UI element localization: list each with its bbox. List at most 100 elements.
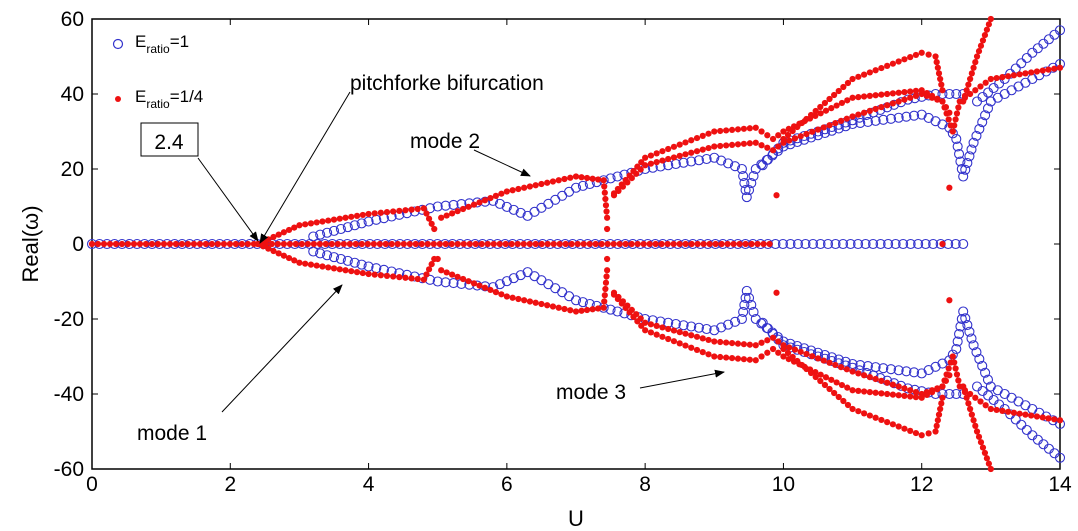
eratio-1-point: [971, 130, 982, 141]
eratio-1-point: [342, 222, 353, 233]
eratio-1-4-point: [705, 336, 712, 344]
eratio-1-4-point: [602, 285, 609, 293]
eratio-1-point: [440, 277, 451, 288]
eratio-1-4-point: [895, 89, 902, 96]
eratio-1-4-point: [912, 394, 920, 401]
eratio-1-point: [1016, 419, 1027, 430]
eratio-1-4-point: [970, 64, 977, 71]
eratio-1-point: [378, 213, 389, 224]
eratio-1-4-point: [740, 341, 748, 348]
eratio-1-4-point: [840, 83, 847, 91]
eratio-1-point: [746, 178, 757, 189]
eratio-1-4-point: [979, 444, 987, 451]
eratio-1-point: [693, 322, 704, 333]
eratio-1-point: [951, 343, 962, 355]
eratio-1-4-point: [604, 267, 611, 274]
eratio-1-4-point: [821, 381, 829, 389]
eratio-1-4-point: [826, 95, 833, 103]
eratio-1-4-point: [328, 240, 335, 248]
eratio-1-4-point: [758, 339, 765, 346]
eratio-1-point: [956, 163, 967, 175]
eratio-1-point: [1027, 430, 1038, 441]
eratio-1-point: [893, 365, 904, 376]
eratio-1-4-point: [688, 137, 695, 144]
eratio-1-4-point: [532, 182, 539, 189]
x-tick-label: 14: [1048, 473, 1072, 496]
eratio-1-4-point: [769, 345, 777, 353]
eratio-1-4-point: [521, 184, 528, 191]
eratio-1-point: [322, 227, 333, 238]
eratio-1-4-point: [860, 410, 868, 417]
eratio-1-4-point: [420, 205, 427, 212]
eratio-1-4-point: [601, 292, 608, 299]
eratio-1-4-point: [670, 327, 678, 334]
eratio-1-4-point: [884, 390, 891, 398]
eratio-1-point: [913, 238, 924, 250]
eratio-1-4-point: [884, 419, 891, 426]
eratio-1-4-point: [449, 271, 456, 278]
eratio-1-4-point: [307, 261, 315, 268]
eratio-1-4-point: [717, 127, 724, 135]
eratio-1-4-point: [634, 318, 641, 325]
eratio-1-4-point: [492, 192, 500, 199]
eratio-1-4-point: [414, 275, 421, 283]
eratio-1-4-point: [760, 240, 767, 248]
eratio-1-4-point: [1005, 73, 1012, 80]
eratio-1-4-point: [270, 233, 277, 241]
eratio-1-4-point: [603, 273, 610, 280]
eratio-1-point: [890, 238, 901, 250]
eratio-1-4-point: [728, 141, 736, 148]
eratio-1-4-point: [711, 338, 718, 345]
eratio-1-point: [736, 313, 747, 325]
eratio-1-point: [740, 185, 751, 196]
eratio-1-point: [951, 133, 962, 145]
eratio-1-point: [962, 157, 973, 169]
eratio-1-4-point: [503, 188, 510, 195]
eratio-1-4-point: [939, 98, 946, 105]
eratio-1-point: [738, 306, 749, 318]
eratio-1-point: [954, 328, 965, 340]
eratio-1-point: [982, 103, 994, 114]
eratio-1-4-point: [628, 240, 635, 248]
x-tick-label: 0: [86, 473, 98, 496]
eratio-1-4-point: [604, 255, 611, 263]
eratio-1-4-point: [895, 58, 902, 65]
eratio-1-point: [958, 306, 969, 317]
eratio-1-4-point: [622, 240, 629, 248]
eratio-1-4-point: [860, 372, 868, 379]
eratio-1-4-point: [766, 240, 773, 248]
eratio-1-4-point: [820, 124, 827, 131]
eratio-1-4-point: [622, 176, 629, 184]
eratio-1-4-point: [953, 110, 961, 117]
eratio-1-4-point: [718, 240, 725, 248]
eratio-1-point: [1032, 43, 1043, 54]
eratio-1-4-point: [274, 240, 281, 248]
eratio-1-4-point: [601, 189, 608, 196]
eratio-1-4-point: [907, 427, 914, 434]
eratio-1-4-point: [601, 183, 608, 190]
eratio-1-4-point: [746, 140, 753, 147]
eratio-1-4-point: [699, 335, 706, 342]
eratio-1-4-point: [901, 425, 908, 432]
eratio-1-4-point: [336, 266, 343, 273]
eratio-1-4-point: [616, 240, 623, 248]
eratio-1-4-point: [184, 240, 192, 248]
eratio-1-4-point: [618, 300, 625, 307]
eratio-1-4-point: [484, 240, 491, 248]
eratio-1-4-point: [420, 276, 427, 283]
eratio-1-4-point: [973, 428, 981, 435]
eratio-1-4-point: [424, 240, 431, 248]
eratio-1-4-point: [833, 102, 840, 109]
eratio-1-point: [701, 153, 712, 165]
annotation-pitchfork: pitchforke bifurcation: [350, 72, 544, 95]
eratio-1-point: [977, 385, 988, 397]
eratio-1-4-point: [365, 270, 372, 278]
eratio-1-4-point: [396, 274, 403, 281]
eratio-1-4-point: [937, 405, 944, 413]
eratio-1-point: [762, 323, 773, 334]
eratio-1-point: [762, 154, 773, 165]
eratio-1-4-point: [538, 240, 545, 248]
eratio-1-4-point: [907, 393, 914, 400]
eratio-1-4-point: [775, 132, 782, 139]
eratio-1-point: [508, 273, 519, 284]
